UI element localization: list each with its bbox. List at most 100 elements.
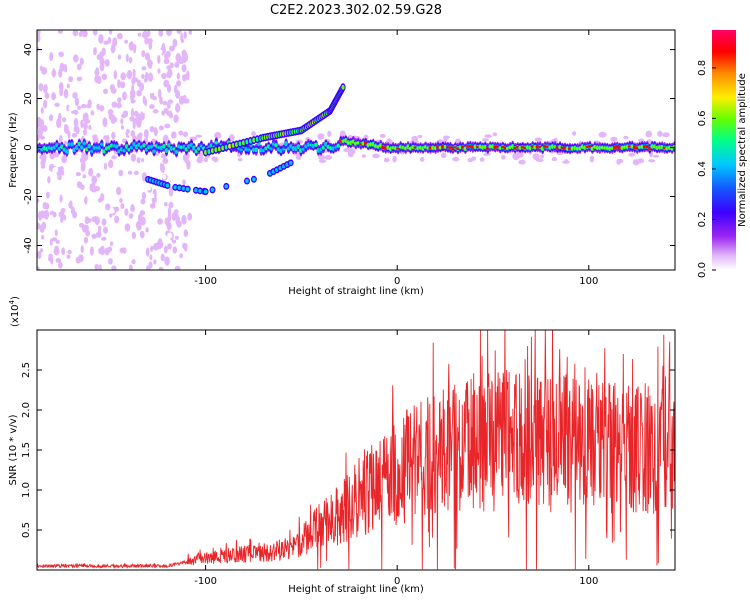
spectrogram-main-band (77, 142, 82, 146)
spectrogram-main-band (269, 147, 273, 150)
spectrogram-noise-cell (98, 33, 104, 44)
spectrogram-noise-cell (142, 91, 148, 97)
spectrogram-main-band (167, 144, 171, 147)
spectrogram-noise-cell (214, 131, 222, 139)
spectrogram-noise-cell (57, 30, 63, 34)
spectrogram-noise-cell (130, 203, 135, 210)
spectrogram-marks (37, 30, 675, 270)
spectrogram-noise-cell (116, 228, 121, 237)
spectrogram-main-band (122, 149, 126, 153)
spectrogram-lower-branch (165, 183, 170, 188)
spectrogram-noise-cell (133, 110, 139, 117)
spectrogram-main-band (87, 144, 92, 148)
spectrogram-lower-branch (252, 177, 256, 182)
spectrogram-upper-branch (217, 146, 221, 152)
spectrogram-noise-cell (158, 125, 165, 131)
spectrogram-lower-branch (288, 160, 293, 165)
spectrogram-noise-cell (149, 254, 153, 261)
spectrogram-noise-cell (124, 223, 131, 232)
spectrogram-upper-branch (235, 142, 239, 147)
spectrogram-noise-cell (82, 129, 87, 136)
spectrogram-noise-cell (168, 186, 174, 197)
spectrogram-noise-cell (120, 202, 125, 210)
spectrogram-noise-cell (133, 44, 137, 49)
spectrogram-noise-cell (118, 169, 124, 177)
spectrogram-noise-cell (162, 174, 167, 180)
spectrogram-noise-cell (58, 261, 63, 269)
spectrogram-noise-cell (37, 116, 42, 125)
spectrogram-noise-cell (167, 99, 174, 104)
spectrogram-noise-cell (80, 184, 85, 191)
spectrogram-noise-cell (183, 31, 187, 39)
spectrogram-noise-cell (180, 32, 184, 43)
spectrogram-noise-cell (383, 157, 390, 163)
spectrogram-noise-cell (109, 241, 114, 247)
spectrogram-main-band (142, 144, 146, 147)
spectrogram-noise-cell (128, 213, 134, 219)
spectrogram-noise-cell (534, 137, 542, 142)
spectrogram-noise-cell (237, 157, 243, 162)
spectrogram-main-band (97, 146, 102, 150)
spectrogram-noise-cell (652, 154, 660, 158)
spectrogram-noise-cell (116, 186, 122, 196)
spectrogram-noise-cell (195, 134, 202, 138)
snr-xtick-label: 100 (579, 576, 598, 587)
spectrogram-noise-cell (117, 32, 123, 40)
spectrogram-noise-cell (144, 52, 150, 61)
spectrogram-noise-cell (157, 218, 163, 225)
spectrogram-noise-cell (174, 61, 180, 68)
spectrogram-noise-cell (161, 110, 165, 116)
spectrogram-noise-cell (66, 254, 71, 259)
spectrogram-noise-cell (175, 103, 181, 113)
spectrogram-noise-cell (131, 258, 136, 265)
spectrogram-noise-cell (372, 153, 380, 159)
spectrogram-noise-cell (159, 162, 163, 172)
spectrogram-noise-cell (443, 135, 449, 140)
spectrogram-upper-branch (255, 136, 259, 142)
spectrogram-noise-cell (141, 191, 147, 200)
spectrogram-noise-cell (58, 112, 62, 121)
spectrogram-noise-cell (113, 206, 120, 212)
spectrogram-main-band (281, 148, 286, 151)
spectrogram-noise-cell (41, 67, 48, 75)
spectrogram-noise-cell (152, 109, 159, 114)
snr-ylabel: SNR (10 * v/v) (8, 414, 19, 485)
spectrogram-noise-cell (136, 118, 142, 128)
spectrogram-noise-cell (128, 41, 135, 51)
snr-ytick-label: 1.5 (21, 442, 32, 458)
spectrogram-noise-cell (83, 236, 89, 244)
spectrogram-noise-cell (96, 172, 101, 178)
spectrogram-noise-cell (141, 73, 145, 79)
spectrogram-noise-cell (82, 115, 87, 122)
spectrogram-noise-cell (87, 99, 92, 107)
spectrogram-noise-cell (131, 84, 135, 94)
spectrogram-main-band (246, 148, 251, 151)
spectrogram-noise-cell (157, 54, 161, 64)
spectrogram-noise-cell (181, 214, 187, 225)
spectrogram-noise-cell (178, 95, 185, 105)
spectrogram-main-band (124, 145, 129, 148)
spectrogram-noise-cell (610, 136, 618, 142)
spectrogram-noise-cell (173, 39, 178, 47)
spectrogram-noise-cell (149, 203, 156, 209)
snr-ytick-label: 1.0 (21, 482, 32, 498)
spectrogram-main-band (129, 146, 134, 149)
spectrogram-noise-cell (492, 132, 498, 137)
spectrogram-noise-cell (157, 196, 163, 205)
spectrogram-noise-cell (318, 154, 325, 161)
spectrogram-noise-cell (176, 30, 182, 34)
snr-xlabel: Height of straight line (km) (288, 584, 424, 595)
spectrogram-noise-cell (143, 129, 149, 139)
spectrogram-upper-branch (210, 148, 215, 154)
spectrogram-noise-cell (142, 224, 146, 232)
spectrogram-noise-cell (185, 70, 190, 81)
spectrogram-noise-cell (62, 214, 67, 221)
spectrogram-noise-cell (158, 266, 164, 270)
spectrogram-noise-cell (551, 156, 558, 162)
spectrogram-noise-cell (131, 231, 137, 240)
spectrogram-noise-cell (162, 100, 168, 106)
spectrogram-noise-cell (379, 133, 386, 138)
spectrogram-noise-cell (130, 153, 137, 162)
spectrogram-noise-cell (112, 117, 118, 123)
spectrogram-noise-cell (88, 124, 92, 130)
